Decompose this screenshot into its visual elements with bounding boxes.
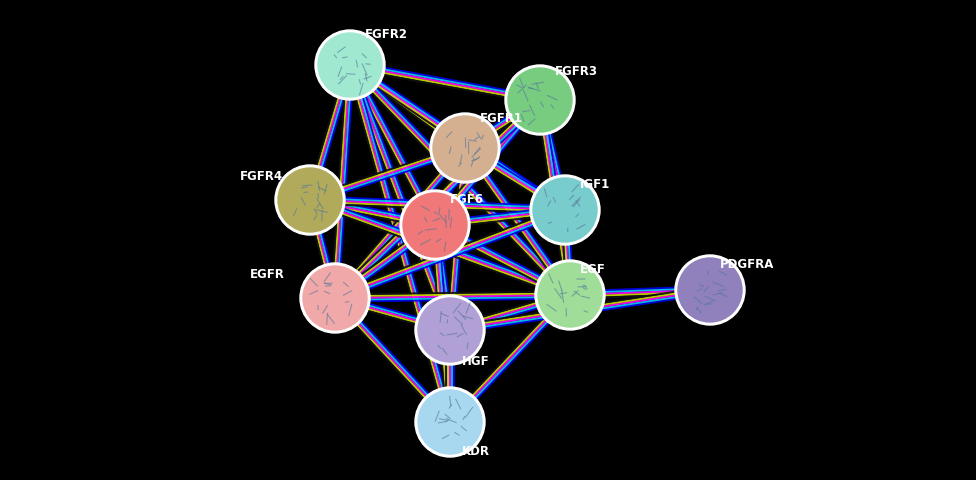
Text: FGFR4: FGFR4: [240, 170, 283, 183]
Circle shape: [433, 116, 497, 180]
Circle shape: [675, 255, 745, 325]
Circle shape: [508, 68, 572, 132]
Circle shape: [415, 295, 485, 365]
Circle shape: [418, 298, 482, 362]
Circle shape: [300, 263, 370, 333]
Circle shape: [430, 113, 500, 183]
Text: FGFR3: FGFR3: [555, 65, 598, 78]
Circle shape: [538, 263, 602, 327]
Circle shape: [530, 175, 600, 245]
Text: IGF1: IGF1: [580, 178, 610, 191]
Text: HGF: HGF: [462, 355, 490, 368]
Circle shape: [505, 65, 575, 135]
Circle shape: [303, 266, 367, 330]
Text: PDGFRA: PDGFRA: [720, 258, 774, 271]
Circle shape: [535, 260, 605, 330]
Circle shape: [403, 193, 467, 257]
Circle shape: [275, 165, 345, 235]
Circle shape: [418, 390, 482, 454]
Circle shape: [318, 33, 382, 97]
Circle shape: [533, 178, 597, 242]
Text: KDR: KDR: [462, 445, 490, 458]
Text: FGFR1: FGFR1: [480, 112, 523, 125]
Circle shape: [315, 30, 385, 100]
Text: EGFR: EGFR: [250, 268, 285, 281]
Circle shape: [400, 190, 470, 260]
Circle shape: [678, 258, 742, 322]
Text: FGFR2: FGFR2: [365, 28, 408, 41]
Text: EGF: EGF: [580, 263, 606, 276]
Text: FGF6: FGF6: [450, 193, 484, 206]
Circle shape: [415, 387, 485, 457]
Circle shape: [278, 168, 342, 232]
